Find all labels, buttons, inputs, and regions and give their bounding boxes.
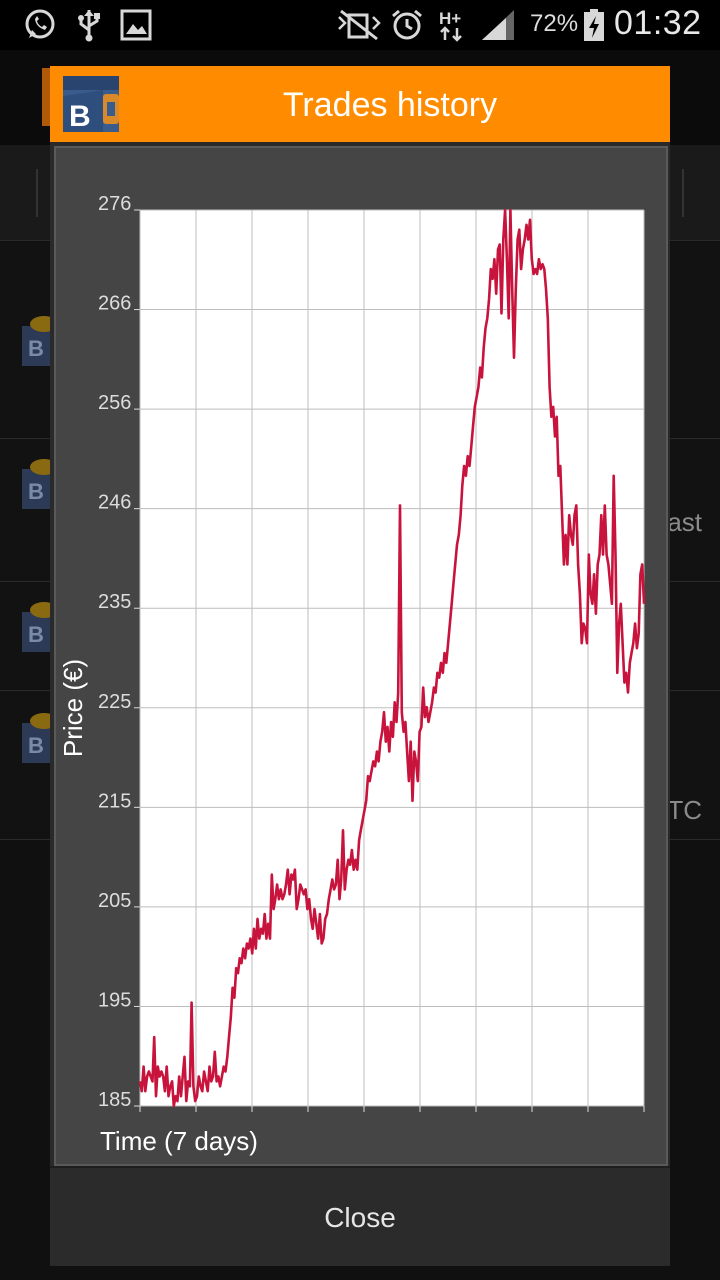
y-tick-label: 246 xyxy=(98,492,131,514)
y-tick-label: 185 xyxy=(98,1089,131,1111)
status-bar: H+ 72% 01:32 xyxy=(0,0,720,50)
y-tick-label: 195 xyxy=(98,989,131,1011)
battery-charging-icon xyxy=(582,8,606,42)
y-tick-label: 225 xyxy=(98,691,131,713)
svg-text:B: B xyxy=(28,479,44,504)
row-text: TC xyxy=(667,795,702,825)
dialog-footer: Close xyxy=(50,1166,670,1266)
y-tick-label: 266 xyxy=(98,293,131,315)
series-layer xyxy=(138,208,646,1108)
battery-percent: 72% xyxy=(530,10,579,37)
y-tick-label: 205 xyxy=(98,890,131,912)
y-tick-label: 256 xyxy=(98,392,131,414)
signal-icon xyxy=(480,8,516,42)
svg-text:B: B xyxy=(28,336,44,361)
price-series-line xyxy=(138,208,646,1108)
y-tick-label: 215 xyxy=(98,790,131,812)
y-tick-labels: 185 195 205 215 225 235 246 256 266 276 xyxy=(98,193,131,1111)
svg-text:B: B xyxy=(69,100,91,132)
gallery-icon xyxy=(120,8,152,42)
row-text: ast xyxy=(667,507,702,537)
hplus-data-icon: H+ xyxy=(436,8,470,42)
price-chart-panel: 185 195 205 215 225 235 246 256 266 276 Price (€)… xyxy=(54,146,668,1166)
tab-divider xyxy=(36,169,38,217)
usb-icon xyxy=(74,8,104,42)
tab-divider xyxy=(682,169,684,217)
dialog-header: B Trades history xyxy=(50,66,670,142)
dialog-title: Trades history xyxy=(282,86,498,124)
grid xyxy=(134,209,645,1112)
svg-text:H+: H+ xyxy=(439,9,461,28)
bitcoin-wallet-icon: B xyxy=(63,76,119,132)
clock: 01:32 xyxy=(614,4,702,42)
whatsapp-icon xyxy=(22,8,58,42)
y-tick-label: 235 xyxy=(98,591,131,613)
plot-area xyxy=(140,210,644,1106)
trades-history-dialog: B Trades history 185 195 205 215 225 235 246 25… xyxy=(50,66,670,1266)
svg-text:B: B xyxy=(28,733,44,758)
x-axis-title: Time (7 days) xyxy=(100,1126,258,1156)
svg-text:B: B xyxy=(28,622,44,647)
price-chart: 185 195 205 215 225 235 246 256 266 276 Price (€)… xyxy=(58,193,646,1156)
alarm-icon xyxy=(390,8,424,42)
y-tick-label: 276 xyxy=(98,193,131,215)
mute-icon xyxy=(334,8,384,42)
y-axis-title: Price (€) xyxy=(58,659,88,757)
close-button[interactable]: Close xyxy=(324,1202,396,1233)
